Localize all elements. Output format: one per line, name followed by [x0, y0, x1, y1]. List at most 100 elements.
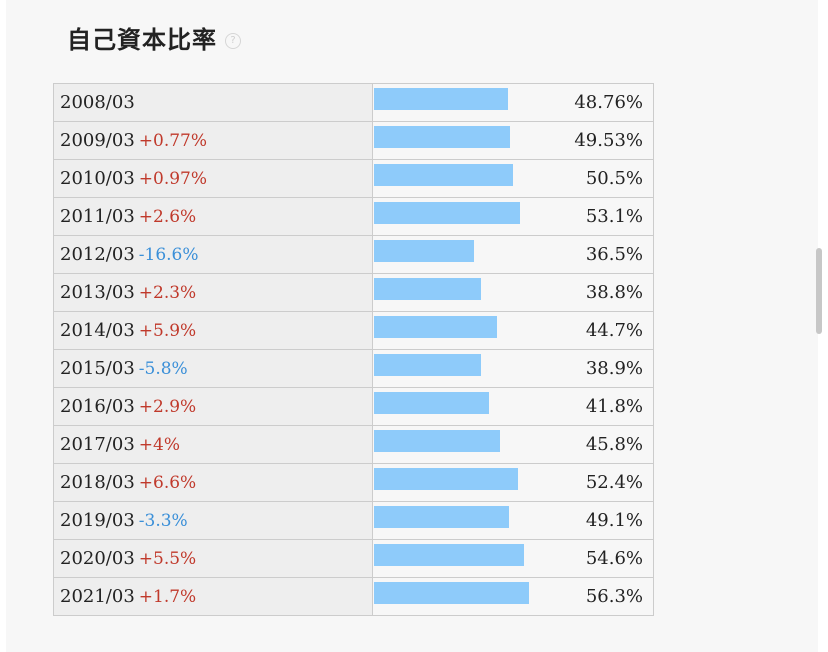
bar-cell: 45.8% [373, 426, 652, 463]
value-label: 45.8% [585, 434, 643, 455]
change-label: -5.8% [138, 358, 188, 379]
bar [374, 316, 497, 338]
bar [374, 278, 481, 300]
bar-cell: 56.3% [373, 578, 652, 615]
bar-cell: 50.5% [373, 160, 652, 197]
period-label: 2018/03 [60, 472, 135, 493]
period-label: 2016/03 [60, 396, 135, 417]
table-row: 2017/03 +4% 45.8% [54, 426, 653, 464]
value-label: 50.5% [585, 168, 643, 189]
bar-cell: 52.4% [373, 464, 652, 501]
table-row: 2010/03 +0.97% 50.5% [54, 160, 653, 198]
table-row: 2013/03 +2.3% 38.8% [54, 274, 653, 312]
bar [374, 582, 529, 604]
change-label: -3.3% [138, 510, 188, 531]
value-label: 53.1% [585, 206, 643, 227]
value-label: 38.9% [585, 358, 643, 379]
period-label: 2012/03 [60, 244, 135, 265]
change-label: +2.6% [138, 206, 197, 227]
bar [374, 202, 520, 224]
bar [374, 354, 481, 376]
bar [374, 544, 524, 566]
value-label: 48.76% [574, 92, 643, 113]
value-label: 44.7% [585, 320, 643, 341]
period-cell: 2017/03 +4% [54, 426, 373, 463]
table-row: 2021/03 +1.7% 56.3% [54, 578, 653, 616]
period-label: 2014/03 [60, 320, 135, 341]
value-label: 41.8% [585, 396, 643, 417]
bar [374, 164, 513, 186]
bar-cell: 48.76% [373, 84, 652, 121]
bar-cell: 53.1% [373, 198, 652, 235]
value-label: 56.3% [585, 586, 643, 607]
period-cell: 2009/03 +0.77% [54, 122, 373, 159]
period-cell: 2020/03 +5.5% [54, 540, 373, 577]
section-heading: 自己資本比率 ? [67, 20, 241, 55]
period-cell: 2012/03 -16.6% [54, 236, 373, 273]
change-label: +1.7% [138, 586, 197, 607]
change-label: +5.9% [138, 320, 197, 341]
bar-cell: 49.1% [373, 502, 652, 539]
period-cell: 2016/03 +2.9% [54, 388, 373, 425]
page-title: 自己資本比率 [67, 25, 217, 54]
change-label: +2.3% [138, 282, 197, 303]
bar [374, 126, 510, 148]
table-row: 2009/03 +0.77% 49.53% [54, 122, 653, 160]
table-row: 2019/03 -3.3% 49.1% [54, 502, 653, 540]
bar-cell: 44.7% [373, 312, 652, 349]
period-label: 2011/03 [60, 206, 135, 227]
change-label: +0.97% [138, 168, 208, 189]
value-label: 54.6% [585, 548, 643, 569]
period-cell: 2013/03 +2.3% [54, 274, 373, 311]
value-label: 36.5% [585, 244, 643, 265]
period-label: 2015/03 [60, 358, 135, 379]
bar [374, 468, 518, 490]
bar-cell: 38.9% [373, 350, 652, 387]
content-panel: 自己資本比率 ? 2008/03 48.76% 2009/03 +0.77% 49.53… [6, 0, 818, 652]
table-row: 2016/03 +2.9% 41.8% [54, 388, 653, 426]
change-label: +5.5% [138, 548, 197, 569]
period-cell: 2015/03 -5.8% [54, 350, 373, 387]
bar [374, 430, 500, 452]
equity-ratio-table: 2008/03 48.76% 2009/03 +0.77% 49.53% 2010/03 +… [53, 83, 654, 616]
period-cell: 2014/03 +5.9% [54, 312, 373, 349]
period-cell: 2021/03 +1.7% [54, 578, 373, 615]
change-label: +0.77% [138, 130, 208, 151]
value-label: 52.4% [585, 472, 643, 493]
bar [374, 392, 489, 414]
bar-cell: 38.8% [373, 274, 652, 311]
bar [374, 88, 508, 110]
table-row: 2012/03 -16.6% 36.5% [54, 236, 653, 274]
bar [374, 506, 509, 528]
period-label: 2010/03 [60, 168, 135, 189]
bar-cell: 36.5% [373, 236, 652, 273]
scrollbar-thumb[interactable] [816, 248, 822, 334]
change-label: +2.9% [138, 396, 197, 417]
value-label: 38.8% [585, 282, 643, 303]
table-row: 2014/03 +5.9% 44.7% [54, 312, 653, 350]
table-row: 2015/03 -5.8% 38.9% [54, 350, 653, 388]
period-cell: 2008/03 [54, 84, 373, 121]
bar-cell: 49.53% [373, 122, 652, 159]
period-label: 2020/03 [60, 548, 135, 569]
period-cell: 2018/03 +6.6% [54, 464, 373, 501]
period-label: 2017/03 [60, 434, 135, 455]
period-label: 2009/03 [60, 130, 135, 151]
period-cell: 2019/03 -3.3% [54, 502, 373, 539]
period-label: 2008/03 [60, 92, 135, 113]
period-cell: 2010/03 +0.97% [54, 160, 373, 197]
period-label: 2019/03 [60, 510, 135, 531]
question-circle-icon[interactable]: ? [225, 32, 241, 49]
table-row: 2020/03 +5.5% 54.6% [54, 540, 653, 578]
bar-cell: 54.6% [373, 540, 652, 577]
table-row: 2011/03 +2.6% 53.1% [54, 198, 653, 236]
change-label: -16.6% [138, 244, 199, 265]
period-label: 2021/03 [60, 586, 135, 607]
value-label: 49.1% [585, 510, 643, 531]
value-label: 49.53% [574, 130, 643, 151]
table-row: 2018/03 +6.6% 52.4% [54, 464, 653, 502]
bar [374, 240, 474, 262]
table-row: 2008/03 48.76% [54, 84, 653, 122]
change-label: +6.6% [138, 472, 197, 493]
period-label: 2013/03 [60, 282, 135, 303]
